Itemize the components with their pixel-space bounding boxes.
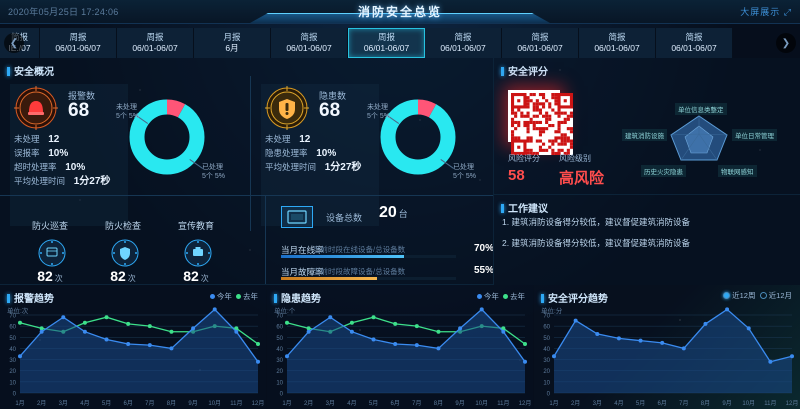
svg-text:10月: 10月 <box>208 400 221 407</box>
svg-text:50: 50 <box>276 336 283 342</box>
svg-text:1月: 1月 <box>282 400 291 407</box>
svg-text:10月: 10月 <box>475 400 488 407</box>
svg-text:12月: 12月 <box>519 400 532 407</box>
svg-text:30: 30 <box>276 358 283 364</box>
svg-text:2月: 2月 <box>571 400 580 407</box>
svg-text:11月: 11月 <box>230 400 242 407</box>
svg-text:11月: 11月 <box>497 400 509 407</box>
svg-text:12月: 12月 <box>786 400 799 407</box>
svg-text:6月: 6月 <box>124 400 133 407</box>
svg-text:50: 50 <box>9 336 16 342</box>
svg-text:60: 60 <box>9 325 16 331</box>
svg-text:3月: 3月 <box>326 400 335 407</box>
svg-text:9月: 9月 <box>455 400 464 407</box>
svg-text:50: 50 <box>543 336 550 342</box>
svg-text:40: 40 <box>543 347 550 353</box>
svg-text:6月: 6月 <box>658 400 667 407</box>
svg-text:1月: 1月 <box>549 400 558 407</box>
svg-text:2月: 2月 <box>37 400 46 407</box>
svg-text:7月: 7月 <box>679 400 688 407</box>
svg-text:12月: 12月 <box>252 400 265 407</box>
svg-text:0: 0 <box>13 392 17 398</box>
svg-text:9月: 9月 <box>188 400 197 407</box>
svg-text:20: 20 <box>543 369 550 375</box>
svg-text:1月: 1月 <box>15 400 24 407</box>
svg-text:0: 0 <box>547 392 551 398</box>
svg-text:9月: 9月 <box>722 400 731 407</box>
svg-text:30: 30 <box>543 358 550 364</box>
svg-text:70: 70 <box>276 314 283 320</box>
svg-text:7月: 7月 <box>145 400 154 407</box>
svg-text:60: 60 <box>543 325 550 331</box>
svg-text:8月: 8月 <box>434 400 443 407</box>
svg-text:4月: 4月 <box>347 400 356 407</box>
svg-text:4月: 4月 <box>80 400 89 407</box>
svg-text:5月: 5月 <box>636 400 645 407</box>
svg-text:10: 10 <box>276 380 283 386</box>
svg-text:10月: 10月 <box>742 400 755 407</box>
svg-text:70: 70 <box>9 314 16 320</box>
svg-text:40: 40 <box>276 347 283 353</box>
svg-text:20: 20 <box>9 369 16 375</box>
svg-text:20: 20 <box>276 369 283 375</box>
svg-text:10: 10 <box>9 380 16 386</box>
svg-text:0: 0 <box>280 392 284 398</box>
svg-text:70: 70 <box>543 314 550 320</box>
svg-text:3月: 3月 <box>59 400 68 407</box>
svg-text:8月: 8月 <box>701 400 710 407</box>
svg-text:10: 10 <box>543 380 550 386</box>
svg-text:6月: 6月 <box>391 400 400 407</box>
svg-text:2月: 2月 <box>304 400 313 407</box>
svg-text:8月: 8月 <box>167 400 176 407</box>
svg-text:11月: 11月 <box>764 400 776 407</box>
svg-text:3月: 3月 <box>593 400 602 407</box>
svg-text:7月: 7月 <box>412 400 421 407</box>
svg-text:4月: 4月 <box>614 400 623 407</box>
svg-text:40: 40 <box>9 347 16 353</box>
svg-text:30: 30 <box>9 358 16 364</box>
svg-text:60: 60 <box>276 325 283 331</box>
svg-text:5月: 5月 <box>369 400 378 407</box>
svg-text:5月: 5月 <box>102 400 111 407</box>
